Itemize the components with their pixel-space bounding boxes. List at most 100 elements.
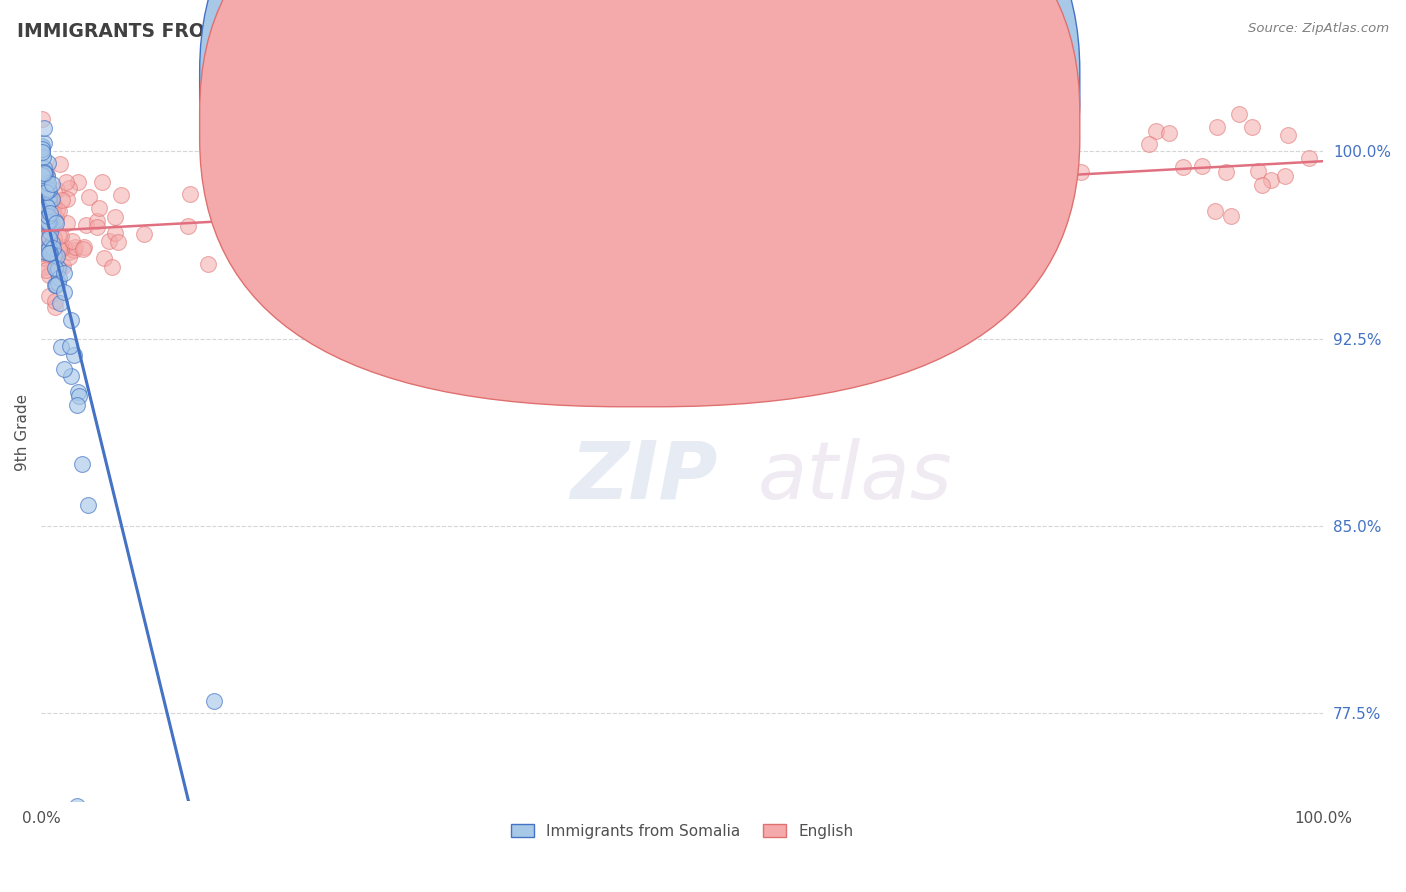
Point bbox=[236, 256, 259, 270]
Point bbox=[554, 186, 576, 200]
Point bbox=[330, 213, 353, 227]
Point bbox=[38, 194, 60, 208]
Point bbox=[59, 313, 82, 327]
Point bbox=[93, 251, 115, 265]
Point bbox=[35, 215, 58, 229]
Point bbox=[824, 112, 846, 126]
Point bbox=[328, 193, 350, 207]
Point bbox=[79, 189, 101, 203]
Point bbox=[1260, 173, 1282, 187]
Point bbox=[67, 389, 90, 403]
Text: N=: N= bbox=[790, 116, 821, 134]
Point bbox=[63, 240, 86, 254]
Point bbox=[72, 458, 94, 472]
Point bbox=[1204, 203, 1226, 218]
Point bbox=[34, 234, 56, 248]
Y-axis label: 9th Grade: 9th Grade bbox=[15, 394, 30, 471]
Point bbox=[34, 167, 56, 181]
Point bbox=[44, 300, 66, 314]
Point bbox=[31, 244, 53, 258]
Point bbox=[86, 214, 108, 228]
Point bbox=[447, 215, 470, 229]
Point bbox=[820, 179, 842, 194]
Point bbox=[103, 210, 125, 224]
Point bbox=[45, 264, 67, 278]
Point bbox=[858, 162, 880, 177]
Point bbox=[197, 257, 219, 271]
Point bbox=[53, 239, 76, 253]
Text: 73: 73 bbox=[825, 76, 849, 94]
Point bbox=[34, 215, 56, 229]
Point bbox=[49, 229, 72, 244]
Point bbox=[31, 139, 53, 153]
Point bbox=[1191, 160, 1213, 174]
Point bbox=[32, 246, 55, 260]
Point bbox=[589, 230, 612, 244]
Point bbox=[35, 229, 58, 244]
Point bbox=[38, 289, 60, 303]
Point bbox=[585, 223, 607, 237]
Point bbox=[42, 240, 65, 254]
Point bbox=[63, 348, 86, 362]
Point bbox=[32, 183, 55, 197]
Point bbox=[48, 295, 70, 310]
Point bbox=[31, 222, 53, 236]
Point bbox=[37, 176, 59, 190]
Point bbox=[478, 153, 501, 168]
Point bbox=[1220, 209, 1243, 223]
Point bbox=[66, 398, 89, 412]
Point bbox=[1241, 120, 1264, 134]
Point bbox=[910, 191, 932, 205]
Point bbox=[41, 191, 63, 205]
Point bbox=[1159, 126, 1181, 140]
Legend: Immigrants from Somalia, English: Immigrants from Somalia, English bbox=[505, 818, 859, 845]
Point bbox=[60, 235, 83, 249]
Point bbox=[39, 215, 62, 229]
Point bbox=[31, 197, 53, 211]
Point bbox=[42, 235, 65, 250]
Point bbox=[717, 217, 740, 231]
Point bbox=[35, 198, 58, 212]
Point bbox=[35, 200, 58, 214]
Point bbox=[1247, 163, 1270, 178]
Point bbox=[38, 215, 60, 229]
Point bbox=[637, 148, 659, 162]
Text: IMMIGRANTS FROM SOMALIA VS ENGLISH 9TH GRADE CORRELATION CHART: IMMIGRANTS FROM SOMALIA VS ENGLISH 9TH G… bbox=[17, 22, 818, 41]
Point bbox=[98, 234, 121, 248]
Point bbox=[38, 190, 60, 204]
Text: R =: R = bbox=[666, 116, 703, 134]
Text: atlas: atlas bbox=[758, 438, 953, 516]
Point bbox=[41, 177, 63, 191]
Point bbox=[211, 165, 233, 179]
Point bbox=[35, 169, 58, 183]
Point bbox=[77, 498, 100, 512]
Point bbox=[1144, 124, 1167, 138]
Point bbox=[49, 157, 72, 171]
Point bbox=[42, 247, 65, 261]
Text: Source: ZipAtlas.com: Source: ZipAtlas.com bbox=[1249, 22, 1389, 36]
Point bbox=[34, 245, 56, 260]
Point bbox=[1070, 165, 1092, 179]
Point bbox=[66, 385, 89, 400]
Point bbox=[31, 213, 53, 227]
Point bbox=[863, 181, 886, 195]
Point bbox=[48, 228, 70, 243]
Point bbox=[501, 181, 523, 195]
Point bbox=[39, 245, 62, 260]
Point bbox=[39, 226, 62, 240]
Point bbox=[31, 150, 53, 164]
Point bbox=[37, 168, 59, 182]
Point bbox=[38, 220, 60, 235]
Point bbox=[41, 241, 63, 255]
Point bbox=[45, 277, 67, 292]
Point bbox=[486, 229, 509, 244]
Point bbox=[38, 231, 60, 245]
Point bbox=[35, 173, 58, 187]
Point bbox=[841, 220, 863, 235]
Point bbox=[31, 138, 53, 153]
Point bbox=[39, 231, 62, 245]
Point bbox=[52, 266, 75, 280]
Point bbox=[44, 293, 66, 308]
Point bbox=[513, 240, 536, 254]
Point bbox=[1053, 162, 1076, 177]
